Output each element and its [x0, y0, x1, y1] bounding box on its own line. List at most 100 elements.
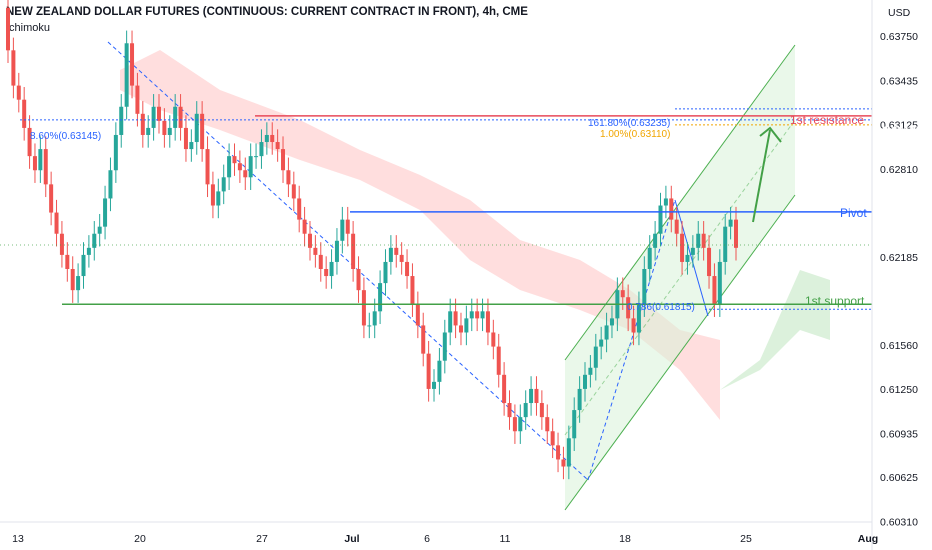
- candle-body: [491, 332, 496, 347]
- ichimoku-cloud-red: [120, 50, 720, 420]
- candle-body: [717, 261, 722, 305]
- candle-body: [254, 156, 259, 158]
- x-tick-label: Aug: [858, 533, 878, 545]
- candle-body: [119, 106, 124, 135]
- candle-body: [210, 184, 215, 206]
- candle-body: [680, 233, 685, 262]
- candle-body: [275, 142, 280, 150]
- candle-body: [432, 381, 437, 389]
- candle-body: [351, 233, 356, 269]
- candle-body: [712, 276, 717, 305]
- candle-body: [593, 346, 598, 368]
- candle-body: [38, 149, 43, 171]
- candle-body: [194, 113, 199, 143]
- y-tick-label: 0.63750: [880, 31, 918, 43]
- candle-body: [178, 106, 183, 128]
- candle-body: [86, 247, 91, 255]
- candle-body: [49, 184, 54, 213]
- fib-ret-label: 0.786(0.61815): [627, 302, 695, 313]
- candle-body: [108, 170, 113, 199]
- x-tick-label: 27: [256, 533, 268, 545]
- ichimoku-cloud-green: [720, 270, 830, 390]
- candles: [6, 0, 738, 480]
- candle-body: [453, 311, 458, 326]
- arrow-head: [759, 126, 782, 143]
- candle-body: [16, 85, 21, 100]
- candle-body: [76, 276, 81, 291]
- candle-body: [669, 198, 674, 220]
- candle-body: [27, 127, 32, 157]
- candle-body: [130, 43, 135, 86]
- candle-body: [151, 106, 156, 128]
- candle-body: [636, 304, 641, 333]
- candle-body: [534, 388, 539, 404]
- candle-body: [183, 127, 188, 150]
- candle-body: [696, 233, 701, 248]
- candle-body: [356, 269, 361, 291]
- candle-body: [426, 353, 431, 389]
- candle-body: [653, 233, 658, 248]
- candle-body: [556, 445, 561, 460]
- candle-body: [345, 219, 350, 234]
- candle-body: [324, 269, 329, 277]
- candle-body: [399, 254, 404, 262]
- candle-body: [81, 254, 86, 277]
- candle-body: [70, 269, 75, 291]
- candle-body: [32, 156, 37, 171]
- candle-body: [518, 417, 523, 432]
- candle-body: [572, 410, 577, 439]
- x-tick-label: Jul: [344, 533, 359, 545]
- candle-body: [173, 106, 178, 128]
- candle-body: [378, 283, 383, 312]
- candle-body: [539, 403, 544, 418]
- candle-body: [480, 311, 485, 319]
- candle-body: [469, 311, 474, 319]
- channel-lower: [564, 194, 796, 511]
- fib-ext-label: 161.80%(0.63235): [588, 118, 671, 129]
- candle-body: [496, 346, 501, 375]
- candle-body: [167, 127, 172, 135]
- candle-body: [307, 233, 312, 248]
- channel-mid: [564, 119, 796, 436]
- x-tick-label: 18: [619, 533, 631, 545]
- candle-body: [237, 163, 242, 171]
- candle-body: [507, 403, 512, 418]
- y-tick-label: 0.60310: [880, 517, 918, 529]
- candle-body: [626, 297, 631, 319]
- candle-body: [205, 149, 210, 185]
- candle-body: [674, 219, 679, 234]
- candle-body: [162, 120, 167, 135]
- candle-body: [583, 374, 588, 389]
- candle-body: [485, 311, 490, 333]
- candle-body: [227, 156, 232, 178]
- pivot-price-tag: 0.62505: [882, 219, 922, 231]
- candle-body: [475, 311, 480, 319]
- candle-body: [707, 247, 712, 277]
- candle-body: [200, 113, 205, 150]
- candle-body: [550, 431, 555, 446]
- candle-body: [248, 156, 253, 178]
- candle-body: [734, 219, 738, 248]
- candle-body: [529, 388, 534, 404]
- currency-label: USD: [888, 7, 911, 19]
- candle-body: [512, 417, 517, 432]
- candle-body: [124, 43, 129, 107]
- candle-body: [92, 233, 97, 248]
- candle-body: [113, 134, 118, 171]
- x-tick-label: 6: [424, 533, 430, 545]
- candle-body: [728, 219, 733, 227]
- candle-body: [394, 247, 399, 255]
- candle-body: [340, 219, 345, 241]
- candle-body: [313, 247, 318, 255]
- y-tick-label: 0.62810: [880, 164, 918, 176]
- candle-body: [566, 438, 571, 467]
- candle-body: [221, 177, 226, 192]
- candle-body: [22, 99, 27, 128]
- y-tick-label: 0.63435: [880, 76, 918, 88]
- candle-body: [405, 261, 410, 277]
- candle-body: [232, 156, 237, 164]
- candle-body: [609, 318, 614, 326]
- projection-arrow: [752, 129, 771, 223]
